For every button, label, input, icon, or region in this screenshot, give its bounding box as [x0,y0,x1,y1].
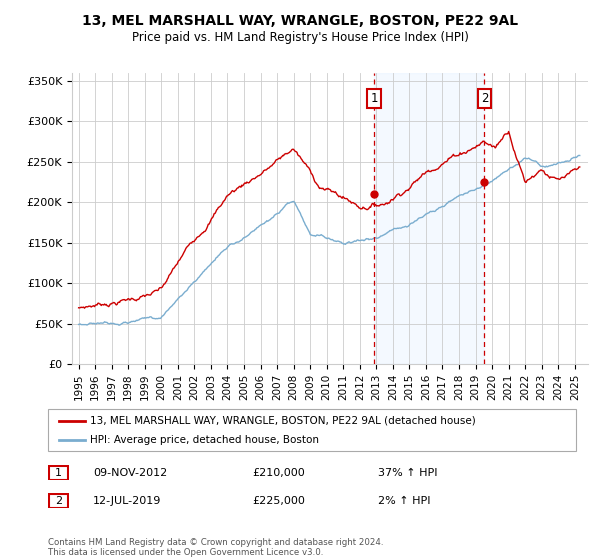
Text: Price paid vs. HM Land Registry's House Price Index (HPI): Price paid vs. HM Land Registry's House … [131,31,469,44]
FancyBboxPatch shape [48,409,576,451]
Text: £210,000: £210,000 [252,468,305,478]
Text: 2: 2 [481,92,488,105]
FancyBboxPatch shape [49,493,68,508]
Text: £225,000: £225,000 [252,496,305,506]
Text: 12-JUL-2019: 12-JUL-2019 [93,496,161,506]
Text: 2% ↑ HPI: 2% ↑ HPI [378,496,431,506]
Text: Contains HM Land Registry data © Crown copyright and database right 2024.
This d: Contains HM Land Registry data © Crown c… [48,538,383,557]
Text: 2: 2 [55,496,62,506]
FancyBboxPatch shape [49,465,68,480]
Bar [374,73,484,364]
Text: 09-NOV-2012: 09-NOV-2012 [93,468,167,478]
Text: 1: 1 [370,92,378,105]
Text: 13, MEL MARSHALL WAY, WRANGLE, BOSTON, PE22 9AL: 13, MEL MARSHALL WAY, WRANGLE, BOSTON, P… [82,14,518,28]
Text: 13, MEL MARSHALL WAY, WRANGLE, BOSTON, PE22 9AL (detached house): 13, MEL MARSHALL WAY, WRANGLE, BOSTON, P… [90,416,476,426]
Text: 1: 1 [55,468,62,478]
Text: 37% ↑ HPI: 37% ↑ HPI [378,468,437,478]
Text: HPI: Average price, detached house, Boston: HPI: Average price, detached house, Bost… [90,435,319,445]
